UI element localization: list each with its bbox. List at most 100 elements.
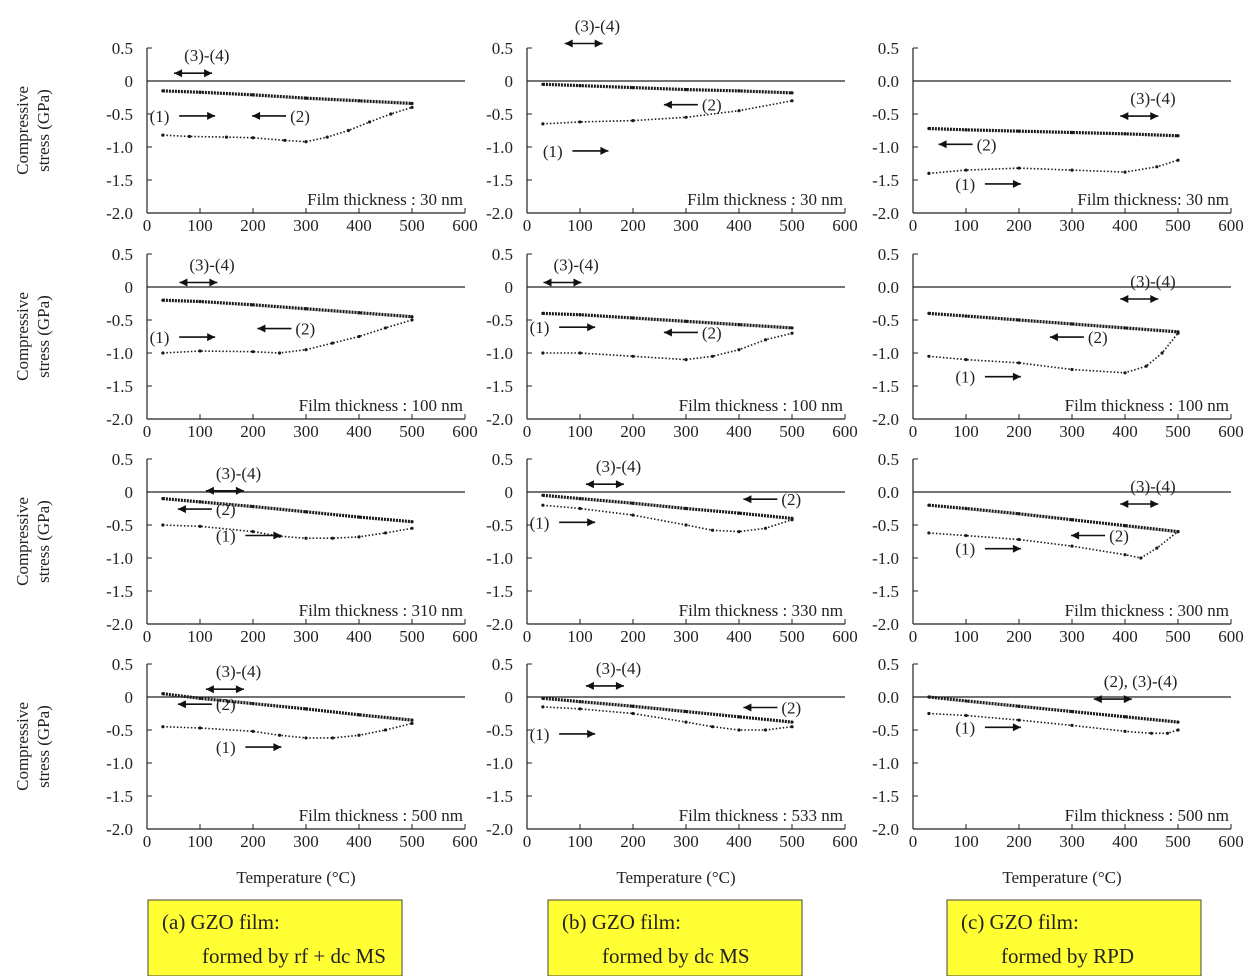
data-point [304,348,308,352]
series-line [542,696,793,724]
arrow-head [1049,333,1058,342]
x-tick-label: 200 [240,832,266,851]
arrow-head [743,703,752,712]
arrow-head [177,700,186,709]
x-axis-label: Temperature (°C) [1002,868,1121,887]
caption-line2: formed by rf + dc MS [202,944,386,968]
y-tick-label: 0.5 [112,655,133,674]
curve-label: (2) [1109,527,1129,546]
y-axis-labels: Compressive stress (GPa)Compressive stress… [13,86,53,791]
data-point [357,311,361,315]
panel-10: 0.5 0 -0.5 -1.0 -1.5 -2.0 0 100 200 300 400 500 600 (… [106,655,478,851]
x-tick-label: 300 [673,422,699,441]
data-point [1176,330,1180,334]
data-point [964,506,968,511]
arrow-head [1120,295,1129,303]
data-point [1123,715,1127,719]
y-tick-label: -1.0 [872,138,899,157]
curve-label: (1) [150,107,170,126]
x-tick-label: 200 [1006,422,1032,441]
arrow-head [615,480,624,489]
curve-label: (1) [216,527,236,546]
y-tick-label: -1.5 [106,582,133,601]
caption-boxes: (a) GZO film: formed by rf + dc MS (b) GZO… [147,899,1202,976]
x-tick-label: 200 [1006,627,1032,646]
data-point [198,524,202,528]
data-point [251,136,255,140]
data-point [927,126,931,131]
data-point [161,133,165,137]
data-point [541,311,545,315]
arrow-head [587,518,596,527]
arrow-head [1150,112,1159,121]
data-point [383,326,388,330]
arrow-head [1150,500,1159,508]
data-point [631,86,635,90]
x-tick-label: 0 [143,216,152,235]
data-point [368,120,372,124]
arrow-head [1150,295,1159,303]
x-axis-label: Temperature (°C) [236,868,355,887]
data-point [410,526,414,530]
data-point [578,497,582,501]
data-point [578,120,582,124]
data-point [578,707,582,711]
x-tick-label: 400 [346,216,372,235]
thickness-annotation: Film thickness : 100 nm [679,396,843,415]
x-tick-label: 500 [399,832,425,851]
x-tick-label: 0 [143,422,152,441]
x-tick-label: 600 [832,627,858,646]
data-point [790,99,794,103]
data-point [198,349,202,353]
y-tick-label: -1.0 [106,344,133,363]
y-tick-label: 0.5 [878,450,899,469]
arrow-head [273,743,282,752]
y-tick-label: -0.5 [106,311,133,330]
thickness-annotation: Film thickness : 100 nm [1065,396,1229,415]
caption-line2: formed by RPD [1001,944,1134,968]
y-tick-label: -1.0 [872,549,899,568]
x-tick-label: 300 [293,422,319,441]
data-point [631,501,635,505]
data-point [737,530,741,534]
x-tick-label: 400 [726,832,752,851]
x-tick-label: 400 [1112,832,1138,851]
arrow-head [1012,544,1021,553]
y-tick-label: -1.0 [486,344,513,363]
x-tick-label: 0 [909,422,918,441]
x-tick-label: 0 [143,627,152,646]
y-tick-label: -1.0 [486,754,513,773]
curve-label: (1) [543,142,563,161]
arrow-head [273,531,282,540]
data-point [198,726,202,730]
x-tick-label: 0 [909,216,918,235]
y-tick-label: -0.5 [106,516,133,535]
arrow-head [663,100,672,109]
x-tick-label: 200 [1006,216,1032,235]
x-tick-label: 400 [1112,216,1138,235]
arrow-head [600,146,609,155]
x-tick-label: 200 [620,627,646,646]
curve-label: (2) [290,107,310,126]
y-tick-label: -2.0 [486,410,513,429]
y-tick-label: 0.0 [878,483,899,502]
thickness-annotation: Film thickness: 30 nm [1077,190,1229,209]
data-point [198,299,202,304]
arrow-head [743,495,752,504]
y-tick-label: -1.0 [486,549,513,568]
data-point [1123,132,1127,136]
curve-label: (3)-(4) [1130,89,1175,108]
arrow-head [594,39,603,48]
x-tick-label: 500 [399,422,425,441]
data-point [790,516,794,521]
data-point [1017,318,1021,322]
data-point [187,134,191,139]
data-point [161,89,165,93]
data-point [1155,165,1159,169]
panel-11: 0.5 0 -0.5 -1.0 -1.5 -2.0 0 100 200 300 400 500 600 (… [486,655,858,851]
data-point [389,112,393,116]
arrow-head [205,685,214,694]
x-tick-label: 300 [1059,216,1085,235]
series-line [542,100,793,125]
data-point [357,713,361,717]
